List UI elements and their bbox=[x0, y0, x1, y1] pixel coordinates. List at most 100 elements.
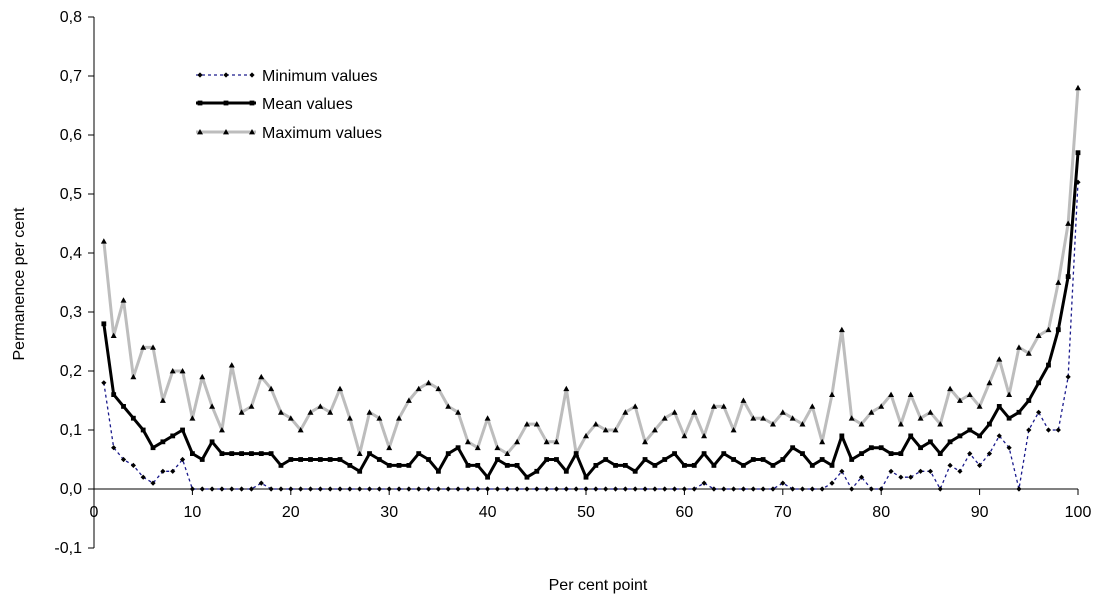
data-point bbox=[120, 456, 127, 463]
data-point bbox=[1025, 350, 1032, 356]
data-point bbox=[711, 486, 717, 492]
data-point bbox=[731, 486, 737, 492]
data-point bbox=[622, 409, 629, 415]
x-tick-label: 40 bbox=[479, 504, 497, 521]
data-point bbox=[386, 463, 392, 468]
x-tick-label: 10 bbox=[184, 504, 202, 521]
data-point bbox=[229, 486, 235, 492]
data-point bbox=[563, 385, 570, 392]
data-point bbox=[327, 486, 333, 492]
data-point bbox=[337, 457, 343, 462]
data-point bbox=[544, 457, 550, 462]
data-point bbox=[317, 457, 323, 462]
data-point bbox=[357, 468, 363, 474]
data-point bbox=[406, 463, 412, 468]
data-point bbox=[1006, 415, 1012, 421]
data-point bbox=[859, 451, 864, 456]
data-point bbox=[691, 486, 697, 492]
data-point bbox=[218, 427, 225, 433]
data-point bbox=[563, 468, 569, 474]
data-point bbox=[445, 486, 451, 492]
data-point bbox=[573, 486, 579, 492]
data-point bbox=[327, 457, 333, 462]
data-point bbox=[366, 409, 373, 415]
data-point bbox=[780, 457, 786, 462]
data-point bbox=[307, 486, 314, 492]
data-point bbox=[159, 397, 166, 403]
data-point bbox=[947, 462, 953, 468]
data-point bbox=[554, 457, 559, 462]
data-point bbox=[514, 486, 520, 492]
data-point bbox=[160, 439, 166, 445]
data-point bbox=[239, 451, 244, 456]
data-point bbox=[1016, 486, 1022, 492]
data-point bbox=[740, 397, 747, 403]
data-point bbox=[632, 403, 639, 409]
data-point bbox=[425, 486, 432, 492]
data-point bbox=[642, 457, 648, 462]
data-point bbox=[672, 451, 677, 456]
data-point bbox=[190, 451, 195, 456]
data-point bbox=[829, 463, 835, 468]
legend-item: Maximum values bbox=[196, 125, 382, 142]
y-tick-label: 0,4 bbox=[60, 245, 82, 262]
data-point bbox=[425, 379, 432, 386]
data-point bbox=[405, 397, 412, 403]
data-point bbox=[170, 468, 176, 474]
data-point bbox=[268, 385, 275, 392]
data-point bbox=[268, 451, 274, 456]
data-point bbox=[927, 409, 934, 415]
legend-marker bbox=[249, 72, 255, 78]
series-line bbox=[102, 87, 1080, 456]
data-point bbox=[376, 457, 382, 462]
data-point bbox=[199, 373, 206, 380]
data-point bbox=[110, 332, 117, 338]
data-point bbox=[209, 403, 216, 409]
data-point bbox=[130, 415, 136, 421]
data-point bbox=[671, 486, 678, 492]
data-point bbox=[347, 463, 353, 468]
data-point bbox=[406, 486, 412, 492]
x-tick-label: 60 bbox=[676, 504, 694, 521]
data-point bbox=[977, 433, 982, 439]
data-point bbox=[1055, 327, 1061, 333]
data-point bbox=[681, 486, 687, 492]
data-point bbox=[445, 451, 451, 456]
data-point bbox=[219, 486, 225, 492]
data-point bbox=[258, 480, 264, 486]
data-point bbox=[603, 486, 609, 492]
data-point bbox=[485, 486, 491, 492]
data-point bbox=[199, 486, 205, 492]
data-point bbox=[593, 486, 599, 492]
data-point bbox=[199, 457, 205, 462]
data-point bbox=[691, 463, 697, 468]
data-point bbox=[908, 474, 914, 480]
data-point bbox=[849, 486, 855, 492]
data-point bbox=[308, 457, 313, 462]
data-point bbox=[357, 486, 363, 492]
data-point bbox=[996, 356, 1003, 362]
data-point bbox=[976, 403, 983, 409]
data-point bbox=[101, 380, 107, 386]
axes: -0,1 0,0 0,1 0,2 0,3 0,4 0,5 0,6 0,7 0,8 0 10 20 30 4… bbox=[54, 9, 1091, 557]
data-point bbox=[534, 468, 540, 474]
data-point bbox=[957, 433, 963, 439]
data-point bbox=[593, 463, 599, 468]
data-point bbox=[533, 421, 540, 427]
data-point bbox=[464, 438, 471, 445]
data-point bbox=[1045, 326, 1052, 333]
data-point bbox=[475, 486, 481, 492]
data-point bbox=[248, 486, 255, 492]
legend-marker bbox=[197, 100, 203, 106]
data-point bbox=[1035, 332, 1042, 338]
data-point bbox=[317, 486, 323, 492]
x-tick-label: 80 bbox=[872, 504, 890, 521]
data-point bbox=[583, 474, 589, 480]
legend-label: Maximum values bbox=[262, 125, 382, 142]
data-point bbox=[474, 444, 481, 451]
data-point bbox=[720, 403, 727, 409]
data-point bbox=[947, 385, 954, 392]
data-point bbox=[1046, 362, 1051, 368]
legend-marker bbox=[197, 129, 203, 135]
data-point bbox=[612, 486, 619, 492]
